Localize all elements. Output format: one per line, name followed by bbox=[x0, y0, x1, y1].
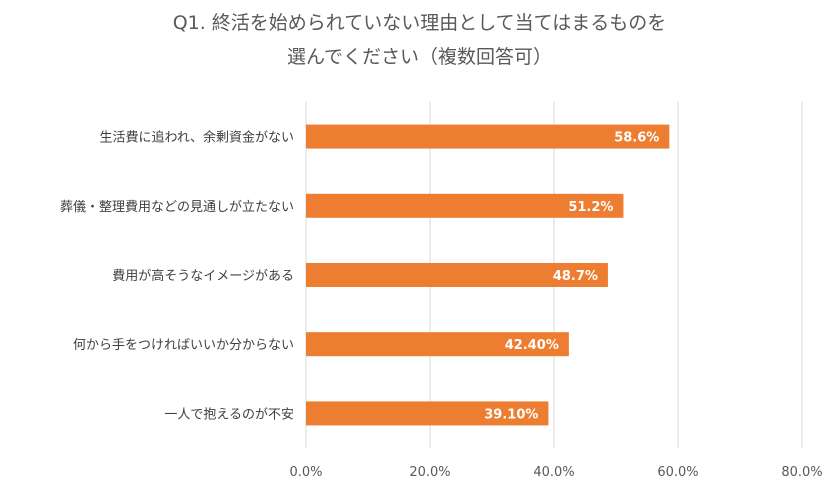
x-tick-label: 0.0% bbox=[289, 465, 322, 480]
data-label: 51.2% bbox=[568, 200, 613, 215]
chart-title: Q1. 終活を始められていない理由として当てはまるものを 選んでください（複数回… bbox=[0, 6, 839, 74]
bar bbox=[306, 332, 569, 357]
category-label: 葬儀・整理費用などの見通しが立たない bbox=[60, 200, 294, 215]
bar bbox=[306, 124, 670, 149]
chart-title-line-1: Q1. 終活を始められていない理由として当てはまるものを bbox=[172, 12, 667, 34]
data-label: 39.10% bbox=[484, 407, 538, 422]
category-label: 一人で抱えるのが不安 bbox=[164, 406, 294, 422]
bar bbox=[306, 193, 624, 218]
data-label: 58.6% bbox=[614, 131, 659, 146]
x-tick-label: 60.0% bbox=[657, 465, 698, 480]
chart-title-line-2: 選んでください（複数回答可） bbox=[286, 46, 553, 68]
x-tick-label: 40.0% bbox=[533, 465, 574, 480]
bar bbox=[306, 263, 608, 287]
category-label: 何から手をつければいいか分からない bbox=[73, 337, 294, 353]
x-tick-label: 20.0% bbox=[409, 465, 450, 480]
data-label: 48.7% bbox=[553, 269, 598, 284]
data-label: 42.40% bbox=[505, 338, 559, 353]
category-label: 費用が高そうなイメージがある bbox=[112, 268, 294, 284]
x-tick-label: 80.0% bbox=[781, 465, 822, 480]
bar bbox=[306, 401, 549, 426]
category-label: 生活費に追われ、余剰資金がない bbox=[100, 130, 294, 146]
